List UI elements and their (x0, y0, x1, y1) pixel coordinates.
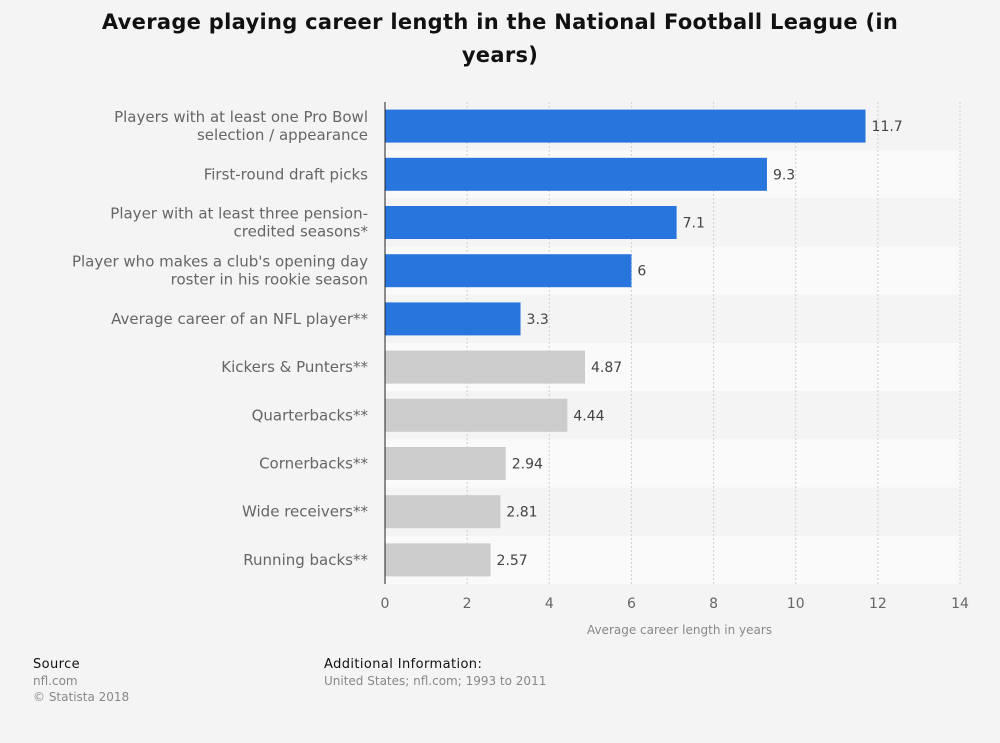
x-tick-label: 12 (869, 596, 887, 612)
bar[interactable] (385, 157, 767, 191)
value-label: 7.1 (683, 216, 705, 232)
category-label: Average career of an NFL player** (111, 310, 368, 328)
category-label: Player with at least three pension- (110, 205, 368, 223)
category-label: Running backs** (243, 551, 368, 569)
source-name[interactable]: nfl.com (33, 674, 78, 688)
category-label: selection / appearance (197, 126, 368, 144)
source-block: Source nfl.com © Statista 2018 (33, 657, 129, 705)
bar[interactable] (385, 206, 677, 239)
value-label: 2.94 (512, 457, 543, 473)
category-label: Cornerbacks** (259, 455, 368, 473)
bar[interactable] (385, 447, 506, 480)
bar[interactable] (385, 543, 491, 577)
additional-info-heading: Additional Information: (324, 657, 483, 672)
x-tick-label: 2 (463, 596, 472, 612)
bar[interactable] (385, 109, 866, 143)
value-label: 11.7 (872, 119, 903, 135)
bar[interactable] (385, 254, 632, 288)
category-label: credited seasons* (234, 223, 369, 241)
value-label: 6 (637, 264, 646, 280)
value-label: 4.44 (573, 408, 604, 424)
category-label: Player who makes a club's opening day (72, 253, 368, 271)
x-tick-label: 4 (545, 596, 554, 612)
category-label: Quarterbacks** (252, 406, 369, 424)
x-tick-label: 0 (381, 596, 390, 612)
bar-chart: 11.7 Players with at least one Pro Bowlse… (72, 102, 969, 637)
x-tick-label: 6 (627, 596, 636, 612)
x-axis-title: Average career length in years (587, 623, 772, 637)
additional-info-block: Additional Information: United States; n… (324, 657, 546, 689)
additional-info-text: United States; nfl.com; 1993 to 2011 (324, 674, 547, 688)
bar[interactable] (385, 398, 568, 432)
value-label: 2.57 (497, 553, 528, 569)
value-label: 9.3 (773, 167, 795, 183)
category-label: Players with at least one Pro Bowl (114, 108, 368, 126)
bar[interactable] (385, 302, 521, 336)
category-label: Wide receivers** (242, 503, 368, 521)
category-label: Kickers & Punters** (221, 358, 368, 376)
bar[interactable] (385, 350, 586, 384)
x-tick-label: 14 (951, 596, 969, 612)
chart-title: Average playing career length in the Nat… (101, 10, 899, 67)
x-tick-label: 8 (709, 596, 718, 612)
x-tick-label: 10 (787, 596, 805, 612)
source-heading: Source (33, 657, 81, 672)
bar[interactable] (385, 495, 501, 529)
copyright-text: © Statista 2018 (33, 690, 130, 704)
value-label: 3.3 (527, 312, 549, 328)
category-label: roster in his rookie season (171, 271, 368, 289)
category-label: First-round draft picks (204, 165, 368, 183)
value-label: 2.81 (506, 505, 537, 521)
value-label: 4.87 (591, 360, 622, 376)
